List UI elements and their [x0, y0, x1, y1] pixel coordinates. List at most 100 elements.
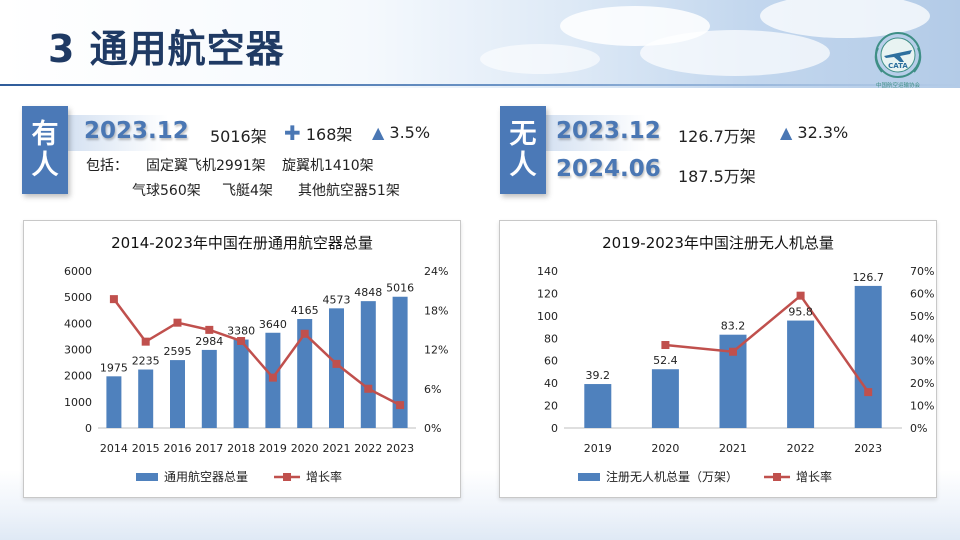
- y-axis-left-tick: 5000: [64, 291, 92, 304]
- y-axis-right-tick: 10%: [910, 400, 934, 413]
- y-axis-left-tick: 140: [537, 265, 558, 278]
- uncrewed-growth: ▲ 32.3%: [780, 123, 848, 142]
- crewed-increase-value: 168架: [305, 125, 353, 144]
- x-axis-tick: 2016: [164, 442, 192, 455]
- growth-marker-2020: [300, 329, 309, 338]
- data-label-2015: 2235: [132, 355, 160, 368]
- data-label-2020: 52.4: [653, 354, 678, 367]
- bar-2023: [854, 285, 882, 428]
- title-divider: [0, 84, 960, 86]
- data-label-2023: 5016: [386, 282, 414, 295]
- drone-registration-chart: 2019-2023年中国注册无人机总量 0 20 40 60 80 100 120 140 0% 1…: [537, 234, 934, 484]
- page-title: 3 通用航空器: [48, 27, 285, 71]
- legend-line-label: 增长率: [796, 469, 832, 484]
- data-label-2017: 2984: [195, 335, 223, 348]
- data-label-2018: 3380: [227, 325, 255, 338]
- growth-marker-2022: [364, 384, 373, 393]
- legend-bar-label: 注册无人机总量（万架）: [606, 469, 738, 484]
- plus-icon: ✚: [284, 121, 301, 145]
- y-axis-right-tick: 70%: [910, 265, 934, 278]
- x-axis-tick: 2023: [854, 442, 882, 455]
- bar-2015: [138, 369, 154, 428]
- uncrewed-badge-char-1: 无: [509, 118, 537, 150]
- legend-line-marker: [283, 473, 292, 481]
- growth-rate-line: [665, 293, 870, 393]
- crewed-item-other: 其他航空器51架: [298, 183, 400, 199]
- x-axis-tick: 2021: [719, 442, 747, 455]
- y-axis-left-tick: 1000: [64, 396, 92, 409]
- x-axis-tick: 2019: [584, 442, 612, 455]
- crewed-badge-char-2: 人: [31, 150, 59, 181]
- logo-text: CATA: [888, 62, 908, 70]
- sky-banner: [0, 0, 960, 88]
- y-axis-right-tick: 20%: [910, 377, 934, 390]
- crewed-chart-panel: 2014-2023年中国在册通用航空器总量 0 1000 2000 3000 4000 50…: [23, 220, 461, 498]
- bar-2021: [329, 308, 344, 428]
- uncrewed-value-2023: 126.7万架: [678, 127, 756, 146]
- data-label-2019: 3640: [259, 318, 287, 331]
- bar-2019: [584, 384, 612, 428]
- growth-marker-2021: [332, 359, 341, 368]
- uncrewed-date-2023: 2023.12: [556, 118, 661, 144]
- bar-2014: [106, 376, 122, 428]
- crewed-growth: ▲ 3.5%: [372, 123, 430, 142]
- y-axis-right-tick: 50%: [910, 310, 934, 323]
- growth-marker-2018: [237, 336, 246, 345]
- growth-marker-2017: [205, 325, 214, 334]
- y-axis-right-tick: 6%: [424, 383, 441, 396]
- y-axis-left-tick: 0: [551, 422, 558, 435]
- data-label-2019: 39.2: [586, 369, 611, 382]
- x-axis-tick: 2023: [386, 442, 414, 455]
- y-axis-right-tick: 60%: [910, 287, 934, 300]
- growth-marker-2022: [796, 291, 805, 300]
- crewed-breakdown-label: 包括：: [86, 158, 128, 174]
- bar-2020: [651, 369, 679, 428]
- crewed-date: 2023.12: [84, 118, 189, 144]
- y-axis-left-tick: 20: [544, 400, 558, 413]
- y-axis-left-tick: 0: [85, 422, 92, 435]
- crewed-item-fixed-wing: 固定翼飞机2991架: [146, 158, 266, 174]
- growth-marker-2015: [141, 337, 150, 346]
- uncrewed-value-2024: 187.5万架: [678, 167, 756, 186]
- crewed-badge-char-1: 有: [31, 118, 59, 150]
- growth-marker-2021: [729, 347, 737, 356]
- bar-2023: [392, 296, 408, 428]
- y-axis-right-tick: 30%: [910, 355, 934, 368]
- x-axis-tick: 2017: [195, 442, 223, 455]
- legend-line-marker: [773, 473, 782, 481]
- y-axis-right-tick: 24%: [424, 265, 448, 278]
- growth-marker-2020: [661, 341, 670, 350]
- y-axis-right-tick: 12%: [424, 344, 448, 357]
- data-label-2022: 4848: [354, 286, 382, 299]
- growth-marker-2023: [396, 401, 405, 410]
- y-axis-left-tick: 2000: [64, 370, 92, 383]
- crewed-badge: 有 人: [22, 106, 68, 194]
- crewed-growth-value: 3.5%: [389, 123, 431, 142]
- x-axis-tick: 2015: [132, 442, 160, 455]
- data-label-2023: 126.7: [852, 271, 884, 284]
- data-label-2016: 2595: [164, 345, 192, 358]
- cata-logo: CATA 中国航空运输协会: [874, 32, 922, 89]
- x-axis-tick: 2020: [651, 442, 679, 455]
- data-label-2020: 4165: [291, 304, 319, 317]
- logo-caption: 中国航空运输协会: [876, 81, 921, 89]
- chart-title: 2019-2023年中国注册无人机总量: [602, 234, 834, 252]
- crewed-increase: ✚ 168架: [284, 121, 352, 145]
- crewed-item-balloon: 气球560架: [132, 183, 201, 199]
- y-axis-left-tick: 120: [537, 287, 558, 300]
- growth-marker-2016: [173, 318, 182, 327]
- data-label-2014: 1975: [100, 361, 128, 374]
- y-axis-left-tick: 3000: [64, 344, 92, 357]
- y-axis-right-tick: 0%: [910, 422, 927, 435]
- legend-bar-swatch: [578, 473, 600, 481]
- x-axis-tick: 2022: [354, 442, 382, 455]
- growth-marker-2023: [864, 388, 873, 397]
- x-axis-tick: 2021: [323, 442, 351, 455]
- data-label-2022: 95.8: [788, 306, 813, 319]
- growth-marker-2019: [268, 373, 277, 382]
- y-axis-left-tick: 80: [544, 332, 558, 345]
- y-axis-left-tick: 4000: [64, 317, 92, 330]
- x-axis-tick: 2018: [227, 442, 255, 455]
- growth-rate-line: [112, 298, 401, 407]
- y-axis-left-tick: 40: [544, 377, 558, 390]
